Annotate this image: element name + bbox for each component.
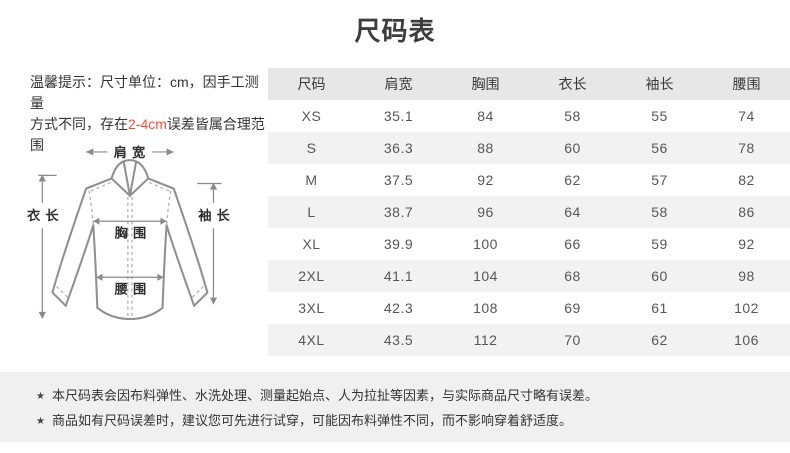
- table-body: XS 35.1 84 58 55 74 S 36.3 88 60 56 78 M 37.5 92 62 57 82…: [268, 100, 790, 356]
- page-title: 尺码表: [354, 16, 436, 46]
- value-cell: 78: [738, 140, 755, 156]
- value-cell: 61: [651, 300, 668, 316]
- label-garment-length: 衣长: [27, 207, 64, 223]
- table-row: S 36.3 88 60 56 78: [268, 132, 790, 164]
- shirt-stitching: [56, 181, 204, 317]
- value-cell: 58: [564, 108, 581, 124]
- value-cell: 42.3: [383, 300, 414, 316]
- table-head: 尺码 肩宽 胸围 衣长 袖长 腰围: [268, 68, 790, 100]
- footer-notes: ★ 本尺码表会因布料弹性、水洗处理、测量起始点、人为拉扯等因素，与实际商品尺寸略有…: [0, 372, 790, 442]
- table-row: 4XL 43.5 112 70 62 106: [268, 324, 790, 356]
- value-cell: 41.1: [383, 268, 414, 284]
- value-cell: 106: [734, 332, 759, 348]
- value-cell: 69: [564, 300, 581, 316]
- table-row: XL 39.9 100 66 59 92: [268, 228, 790, 260]
- table-header-cell: 肩宽: [384, 76, 413, 92]
- table-row: M 37.5 92 62 57 82: [268, 164, 790, 196]
- value-cell: 92: [738, 236, 755, 252]
- size-cell: S: [306, 140, 317, 156]
- table-row: 3XL 42.3 108 69 61 102: [268, 292, 790, 324]
- label-waist: 腰围: [114, 282, 152, 297]
- value-cell: 86: [738, 204, 755, 220]
- value-cell: 92: [477, 172, 494, 188]
- value-cell: 102: [734, 300, 759, 316]
- star-icon: ★: [36, 416, 45, 427]
- value-cell: 68: [564, 268, 581, 284]
- value-cell: 56: [651, 140, 668, 156]
- size-cell: XS: [301, 108, 322, 124]
- table-header-cell: 腰围: [732, 76, 761, 92]
- note-text: 商品如有尺码误差时，建议您可先进行试穿，可能因布料弹性不同，而不影响穿着舒适度。: [51, 413, 572, 428]
- table-header-cell: 衣长: [558, 76, 587, 92]
- note-line: ★ 商品如有尺码误差时，建议您可先进行试穿，可能因布料弹性不同，而不影响穿着舒适度…: [36, 409, 790, 434]
- tip-line2-post: 误差皆属合理范围: [30, 116, 265, 153]
- value-cell: 35.1: [383, 108, 414, 124]
- value-cell: 36.3: [383, 140, 414, 156]
- value-cell: 62: [651, 332, 668, 348]
- value-cell: 62: [564, 172, 581, 188]
- label-sleeve-length: 袖长: [198, 207, 235, 223]
- value-cell: 57: [651, 172, 668, 188]
- value-cell: 84: [477, 108, 494, 124]
- tolerance-highlight: 2-4cm: [128, 116, 167, 132]
- size-cell: XL: [302, 236, 321, 252]
- arrowheads: [38, 148, 218, 320]
- value-cell: 60: [564, 140, 581, 156]
- table-row: L 38.7 96 64 58 86: [268, 196, 790, 228]
- size-cell: 3XL: [298, 300, 325, 316]
- value-cell: 88: [477, 140, 494, 156]
- shirt-outline: [51, 159, 209, 321]
- value-cell: 64: [564, 204, 581, 220]
- value-cell: 70: [564, 332, 581, 348]
- label-shoulder-width: 肩宽: [114, 144, 151, 160]
- value-cell: 104: [473, 268, 498, 284]
- tip-line2-pre: 方式不同，存在: [30, 116, 128, 132]
- table-header-cell: 尺码: [297, 76, 326, 92]
- value-cell: 82: [738, 172, 755, 188]
- table-header-row: 尺码 肩宽 胸围 衣长 袖长 腰围: [268, 68, 790, 100]
- size-table: 尺码 肩宽 胸围 衣长 袖长 腰围 XS 35.1 84 58 55 74 S 36.3 88 60 56 78…: [268, 68, 790, 356]
- size-cell: 2XL: [298, 268, 325, 284]
- value-cell: 60: [651, 268, 668, 284]
- size-cell: M: [305, 172, 318, 188]
- shirt-measurement-diagram: 肩宽 衣长 袖长 胸围 腰围: [27, 144, 235, 321]
- value-cell: 74: [738, 108, 755, 124]
- table-header-cell: 胸围: [471, 76, 500, 92]
- value-cell: 39.9: [383, 236, 414, 252]
- value-cell: 112: [473, 332, 498, 348]
- note-text: 本尺码表会因布料弹性、水洗处理、测量起始点、人为拉扯等因素，与实际商品尺寸略有误…: [51, 388, 598, 403]
- size-cell: L: [307, 204, 316, 220]
- measurement-tip: 温馨提示：尺寸单位：cm，因手工测量 方式不同，存在2-4cm误差皆属合理范围: [30, 72, 266, 156]
- tip-line1: 温馨提示：尺寸单位：cm，因手工测量: [30, 74, 259, 111]
- value-cell: 100: [473, 236, 498, 252]
- table-row: XS 35.1 84 58 55 74: [268, 100, 790, 132]
- table-row: 2XL 41.1 104 68 60 98: [268, 260, 790, 292]
- value-cell: 98: [738, 268, 755, 284]
- value-cell: 38.7: [383, 204, 414, 220]
- value-cell: 108: [473, 300, 498, 316]
- value-cell: 66: [564, 236, 581, 252]
- value-cell: 37.5: [383, 172, 414, 188]
- value-cell: 43.5: [383, 332, 414, 348]
- value-cell: 96: [477, 204, 494, 220]
- value-cell: 59: [651, 236, 668, 252]
- note-line: ★ 本尺码表会因布料弹性、水洗处理、测量起始点、人为拉扯等因素，与实际商品尺寸略有…: [36, 384, 790, 409]
- table-header-cell: 袖长: [645, 76, 674, 92]
- value-cell: 55: [651, 108, 668, 124]
- star-icon: ★: [36, 391, 45, 402]
- size-cell: 4XL: [298, 332, 325, 348]
- value-cell: 58: [651, 204, 668, 220]
- label-chest: 胸围: [115, 225, 152, 241]
